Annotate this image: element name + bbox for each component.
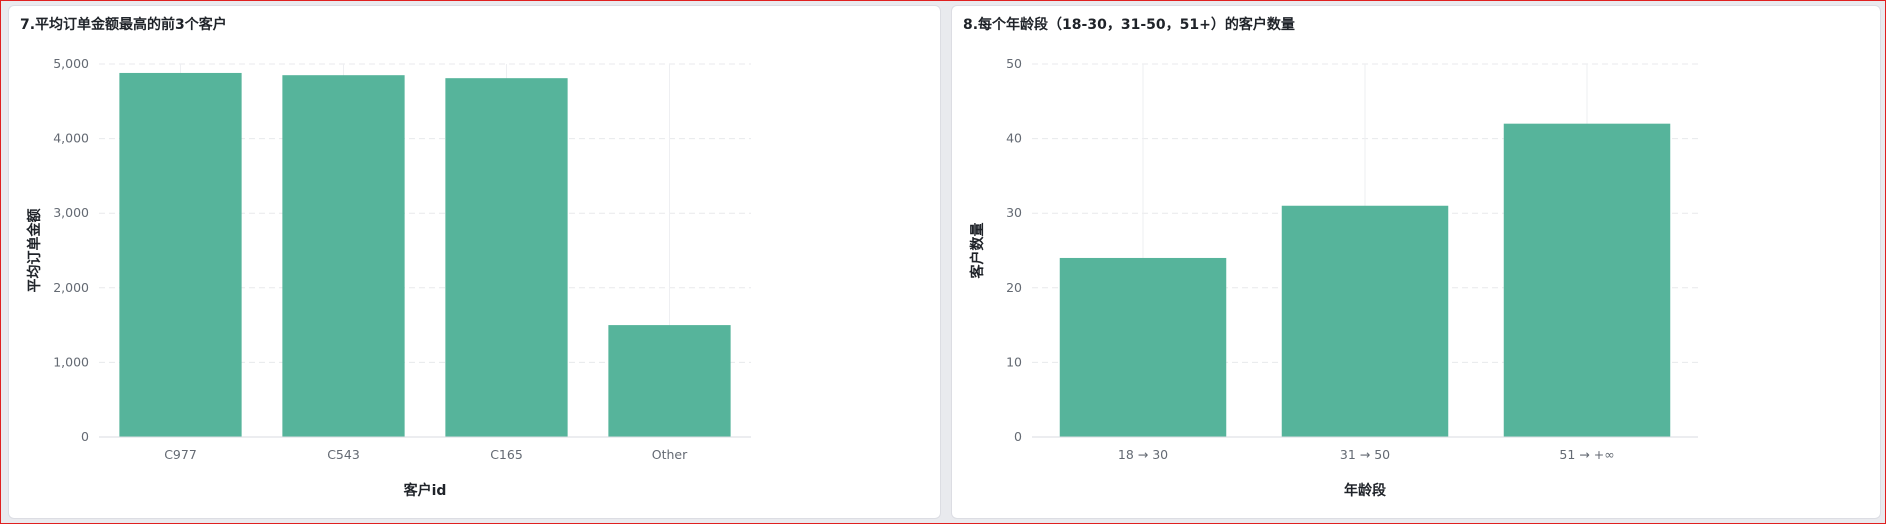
bar-18-30[interactable] bbox=[1059, 257, 1227, 437]
y-tick-label: 10 bbox=[1006, 354, 1022, 369]
chart-title: 7.平均订单金额最高的前3个客户 bbox=[20, 17, 227, 33]
bar-51[interactable] bbox=[1503, 123, 1671, 438]
x-tick-label: C977 bbox=[164, 447, 197, 462]
x-tick-label: 51 → +∞ bbox=[1559, 447, 1614, 462]
y-tick-label: 0 bbox=[81, 429, 89, 444]
bar-other[interactable] bbox=[608, 325, 731, 437]
y-tick-label: 20 bbox=[1006, 280, 1022, 295]
y-tick-label: 0 bbox=[1014, 429, 1022, 444]
bar-c977[interactable] bbox=[119, 72, 242, 438]
y-tick-label: 1,000 bbox=[53, 354, 89, 369]
chart-panel-top-customers: 7.平均订单金额最高的前3个客户 0 1,000 2,000 3,000 4,000 5,… bbox=[8, 5, 941, 519]
y-tick-label: 5,000 bbox=[53, 56, 89, 71]
y-axis-title: 平均订单金额 bbox=[26, 209, 43, 293]
x-tick-label: 31 → 50 bbox=[1340, 447, 1390, 462]
bar-c165[interactable] bbox=[445, 78, 568, 437]
bar-c543[interactable] bbox=[282, 75, 405, 437]
bar-chart-top-customers: 0 1,000 2,000 3,000 4,000 5,000 C977 C543 C165 Ot… bbox=[26, 56, 751, 499]
y-axis-title: 客户数量 bbox=[969, 223, 986, 280]
y-tick-label: 50 bbox=[1006, 56, 1022, 71]
bar-chart-age-groups: 0 10 20 30 40 50 18 → 30 31 → 50 51 → +∞ 年龄段 客户数量 bbox=[969, 56, 1698, 499]
bar-31-50[interactable] bbox=[1281, 205, 1449, 437]
x-axis-title: 年龄段 bbox=[1344, 482, 1386, 499]
x-axis-title: 客户id bbox=[403, 482, 447, 499]
x-tick-label: 18 → 30 bbox=[1118, 447, 1168, 462]
chart-panel-age-groups: 8.每个年龄段（18-30，31-50，51+）的客户数量 0 10 20 30 40 5… bbox=[951, 5, 1881, 519]
y-tick-label: 40 bbox=[1006, 131, 1022, 146]
x-tick-label: C165 bbox=[490, 447, 523, 462]
x-tick-label: C543 bbox=[327, 447, 360, 462]
x-tick-label: Other bbox=[652, 447, 688, 462]
chart-title: 8.每个年龄段（18-30，31-50，51+）的客户数量 bbox=[963, 17, 1295, 33]
y-tick-label: 3,000 bbox=[53, 205, 89, 220]
y-tick-label: 2,000 bbox=[53, 280, 89, 295]
y-tick-label: 4,000 bbox=[53, 131, 89, 146]
y-tick-label: 30 bbox=[1006, 205, 1022, 220]
